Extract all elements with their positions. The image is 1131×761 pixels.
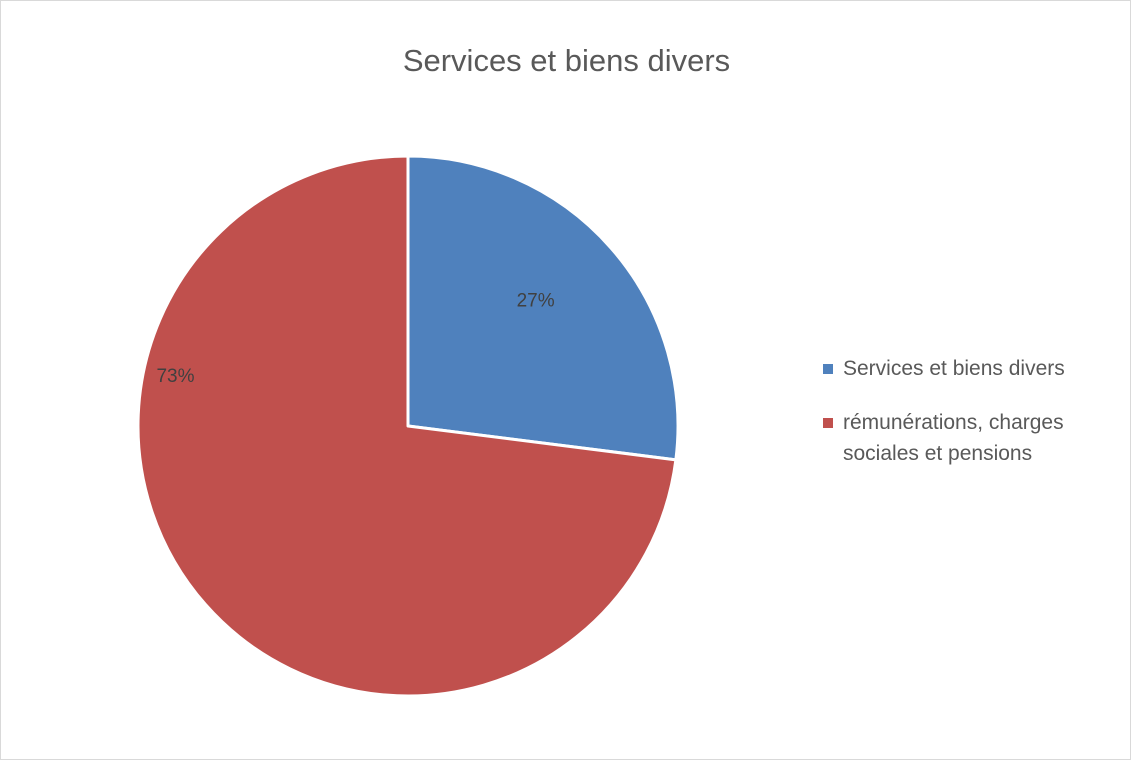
legend-label-2: rémunérations, charges sociales et pensi… — [843, 411, 1064, 465]
pie-slice-2 — [136, 154, 678, 698]
legend: Services et biens divers rémunérations, c… — [823, 353, 1123, 492]
chart-title: Services et biens divers — [402, 43, 731, 78]
legend-label-1: Services et biens divers — [843, 357, 1065, 380]
legend-item-1: Services et biens divers — [823, 353, 1123, 384]
slice-label-1: 27% — [517, 291, 555, 312]
legend-item-2: rémunérations, charges sociales et pensi… — [823, 407, 1123, 469]
legend-swatch-2 — [823, 418, 833, 428]
slice-label-2: 73% — [156, 366, 194, 387]
pie-slice-1 — [406, 154, 680, 462]
legend-swatch-1 — [823, 364, 833, 374]
